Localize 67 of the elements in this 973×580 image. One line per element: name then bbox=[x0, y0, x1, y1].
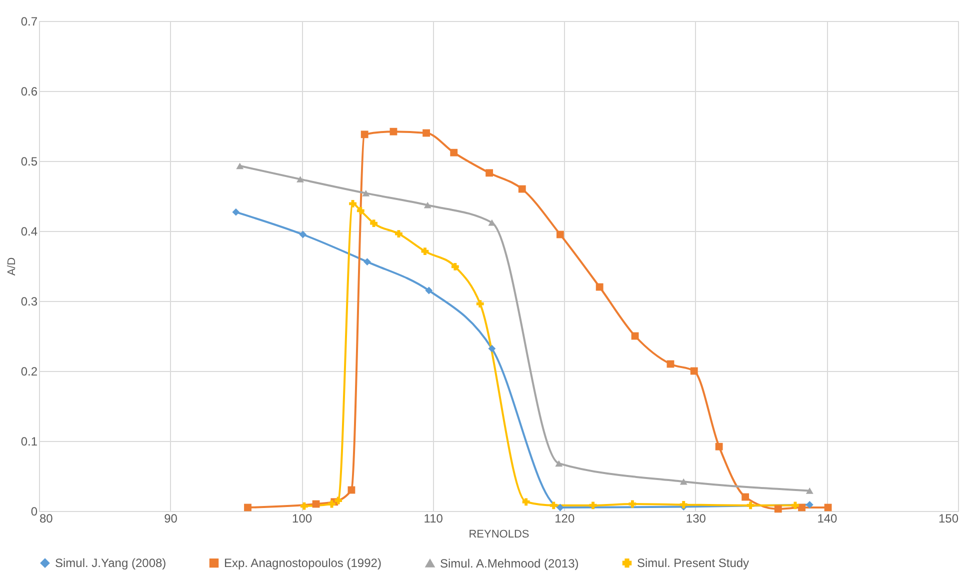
point bbox=[356, 206, 364, 214]
point bbox=[334, 496, 342, 504]
legend-label: Simul. Present Study bbox=[637, 556, 750, 570]
point bbox=[680, 500, 688, 508]
x-tick-label: 80 bbox=[40, 512, 54, 526]
point bbox=[746, 502, 754, 510]
point bbox=[296, 176, 304, 182]
y-tick-label: 0.4 bbox=[20, 224, 38, 238]
point bbox=[798, 504, 806, 512]
point bbox=[715, 442, 723, 450]
x-tick-label: 130 bbox=[686, 512, 706, 526]
legend-label: Simul. J.Yang (2008) bbox=[55, 556, 166, 570]
x-tick-label: 120 bbox=[554, 512, 575, 526]
point bbox=[300, 502, 308, 510]
legend-label: Simul. A.Mehmood (2013) bbox=[440, 556, 579, 570]
point bbox=[550, 502, 558, 510]
x-axis-title: REYNOLDS bbox=[468, 528, 530, 540]
point bbox=[364, 258, 371, 266]
x-tick-label: 150 bbox=[938, 512, 959, 526]
point bbox=[232, 208, 240, 216]
point bbox=[690, 367, 698, 375]
y-tick-label: 0 bbox=[30, 504, 38, 518]
point bbox=[596, 283, 604, 291]
point bbox=[589, 502, 597, 510]
point bbox=[360, 130, 368, 138]
point bbox=[556, 230, 564, 238]
point bbox=[628, 500, 636, 508]
point bbox=[555, 460, 563, 467]
point bbox=[476, 300, 484, 308]
point bbox=[774, 505, 782, 513]
point bbox=[349, 200, 356, 208]
point bbox=[424, 202, 432, 208]
x-tick-label: 90 bbox=[164, 512, 178, 526]
point bbox=[370, 220, 378, 228]
point bbox=[425, 286, 433, 294]
point bbox=[806, 487, 814, 494]
point bbox=[362, 190, 370, 196]
point bbox=[556, 504, 564, 512]
x-tick-label: 110 bbox=[424, 512, 444, 526]
point bbox=[421, 248, 429, 256]
point bbox=[806, 500, 814, 508]
point bbox=[488, 344, 496, 352]
legend-label: Exp. Anagnostopoulos (1992) bbox=[224, 556, 382, 570]
x-tick-label: 100 bbox=[292, 512, 312, 526]
point bbox=[390, 128, 398, 136]
point bbox=[450, 148, 458, 156]
y-tick-label: 0.2 bbox=[20, 364, 38, 378]
point bbox=[486, 169, 494, 177]
point bbox=[244, 504, 252, 512]
point bbox=[236, 162, 244, 170]
point bbox=[451, 262, 459, 270]
point bbox=[328, 500, 336, 508]
y-tick-label: 0.6 bbox=[20, 84, 38, 98]
y-axis-title: A/D bbox=[6, 257, 18, 276]
y-tick-label: 0.7 bbox=[20, 14, 38, 28]
point bbox=[742, 493, 750, 501]
point bbox=[395, 230, 402, 238]
point bbox=[680, 478, 688, 485]
y-tick-label: 0.1 bbox=[20, 434, 38, 448]
point bbox=[792, 502, 799, 510]
point bbox=[422, 129, 430, 137]
y-tick-label: 0.5 bbox=[20, 154, 38, 168]
point bbox=[522, 498, 530, 506]
point bbox=[518, 185, 526, 193]
x-tick-label: 140 bbox=[817, 512, 838, 526]
y-tick-label: 0.3 bbox=[20, 294, 38, 308]
point bbox=[299, 230, 307, 238]
